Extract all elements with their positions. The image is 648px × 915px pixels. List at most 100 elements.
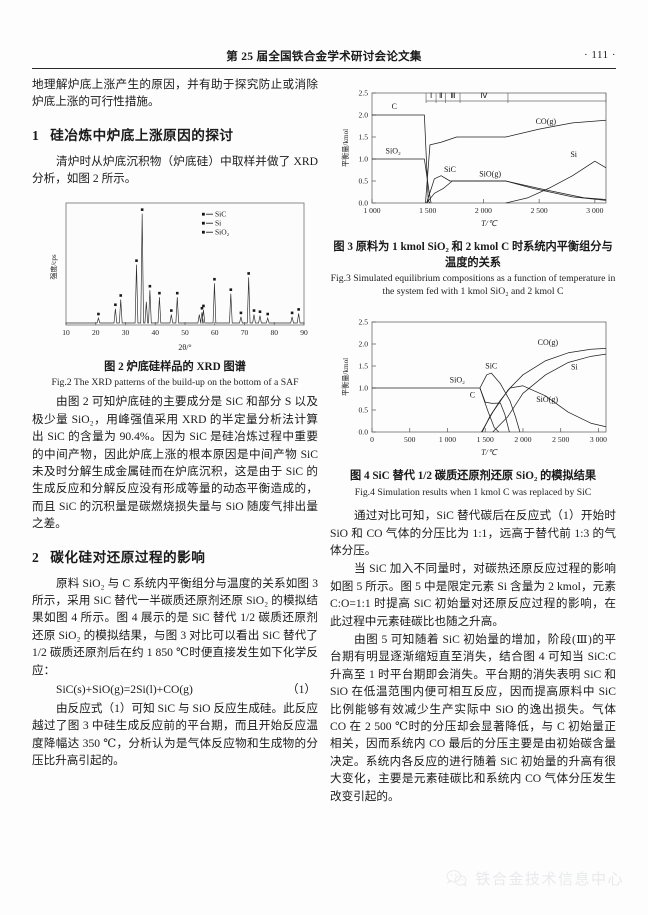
svg-text:0.5: 0.5 <box>359 406 369 415</box>
page-header: 第 25 届全国铁合金学术研讨会论文集 · 111 · <box>32 48 616 70</box>
fig4-plot-group: 0.0 0.5 1.0 1.5 2.0 2.5 0 500 1 000 1 500 2 000 2 5… <box>341 318 607 457</box>
left-column: 地理解炉底上涨产生的原因，并有助于探究防止或消除炉底上涨的可行性措施。 1 硅冶炼… <box>32 76 318 771</box>
fig3-plot-group: 0.0 0.5 1.0 1.5 2.0 2.5 1 000 1 500 2 000 2 500 3 … <box>341 89 607 228</box>
svg-text:1 500: 1 500 <box>477 435 494 444</box>
svg-text:1 000: 1 000 <box>363 206 380 215</box>
svg-text:Ⅱ: Ⅱ <box>439 91 443 100</box>
equation-1-text: SiC(s)+SiO(g)=2Si(l)+CO(g) <box>56 683 193 697</box>
figure-2-caption-en: Fig.2 The XRD patterns of the build-up o… <box>51 377 299 389</box>
svg-text:0: 0 <box>370 435 374 444</box>
section-number-2: 2 <box>32 549 40 565</box>
xrd-x-axis-label: 2θ/° <box>178 343 191 352</box>
figure-3-caption-cn: 图 3 原料为 1 kmol SiO₂ 和 2 kmol C 时系统内平衡组分与… <box>333 241 613 269</box>
svg-text:2 500: 2 500 <box>531 206 548 215</box>
svg-text:Si: Si <box>571 363 578 372</box>
svg-text:1.5: 1.5 <box>359 133 369 142</box>
section-title-2: 碳化硅对还原过程的影响 <box>50 549 206 565</box>
watermark: 铁合金技术信息中心 <box>446 868 624 889</box>
paragraph-3-1: 通过对比可知，SiC 替代碳后在反应式（1）开始时 SiO 和 CO 气体的分压… <box>330 509 616 557</box>
svg-text:CO(g): CO(g) <box>538 338 559 347</box>
svg-text:3 000: 3 000 <box>590 435 607 444</box>
section-heading-2: 2 碳化硅对还原过程的影响 <box>32 546 318 566</box>
wechat-icon <box>447 870 468 888</box>
figure-4: 0.0 0.5 1.0 1.5 2.0 2.5 0 500 1 000 1 500 2 000 2 5… <box>330 312 616 499</box>
section-number-1: 1 <box>32 127 40 143</box>
xrd-y-axis-label: 强度/cps <box>49 254 58 280</box>
figure-4-caption-cn: 图 4 SiC 替代 1/2 碳质还原剂还原 SiO₂ 的模拟结果 <box>349 470 597 483</box>
figure-3-chart: 0.0 0.5 1.0 1.5 2.0 2.5 1 000 1 500 2 000 2 500 3 … <box>330 83 616 235</box>
paragraph-1-2: 由图 2 可知炉底硅的主要成分是 SiC 和部分 S 以及极少量 SiO₂，用峰… <box>32 395 318 531</box>
svg-text:Si: Si <box>215 218 221 227</box>
fig4-chart-svg: 0.0 0.5 1.0 1.5 2.0 2.5 0 500 1 000 1 500 2 000 2 5… <box>341 318 607 457</box>
figure-3: 0.0 0.5 1.0 1.5 2.0 2.5 1 000 1 500 2 000 2 500 3 … <box>330 83 616 298</box>
xrd-x-ticks: 10 20 30 40 50 60 70 80 90 <box>62 321 308 337</box>
svg-text:70: 70 <box>241 328 249 337</box>
equation-1: SiC(s)+SiO(g)=2Si(l)+CO(g) （1） <box>32 681 318 699</box>
figure-2-chart: 10 20 30 40 50 60 70 80 90 SiC Si SiO₂ 2θ/° 强度/cps <box>32 195 318 355</box>
svg-text:Ⅰ: Ⅰ <box>430 91 432 100</box>
svg-text:T/℃: T/℃ <box>481 219 498 228</box>
svg-text:0.0: 0.0 <box>359 428 369 437</box>
svg-text:2.5: 2.5 <box>359 89 369 98</box>
svg-text:平衡量/kmol: 平衡量/kmol <box>341 358 350 396</box>
svg-text:SiO(g): SiO(g) <box>479 170 501 179</box>
watermark-text: 铁合金技术信息中心 <box>475 871 624 888</box>
svg-text:50: 50 <box>181 328 189 337</box>
svg-text:2 500: 2 500 <box>552 435 569 444</box>
svg-text:SiO(g): SiO(g) <box>536 395 558 404</box>
svg-text:1 500: 1 500 <box>419 206 436 215</box>
svg-text:2.0: 2.0 <box>359 340 369 349</box>
figure-2: 10 20 30 40 50 60 70 80 90 SiC Si SiO₂ 2θ/° 强度/cps… <box>32 195 318 390</box>
svg-text:1.0: 1.0 <box>359 155 369 164</box>
svg-text:SiO₂: SiO₂ <box>386 147 401 156</box>
paragraph-intro: 地理解炉底上涨产生的原因，并有助于探究防止或消除炉底上涨的可行性措施。 <box>32 78 318 109</box>
paragraph-3-2: 当 SiC 加入不同量时，对碳热还原反应过程的影响如图 5 所示。图 5 中是限… <box>330 562 616 628</box>
svg-text:平衡量/kmol: 平衡量/kmol <box>341 129 350 167</box>
svg-text:Si: Si <box>570 150 577 159</box>
svg-text:CO(g): CO(g) <box>536 117 557 126</box>
svg-text:SiC: SiC <box>444 165 456 174</box>
svg-text:SiO₂: SiO₂ <box>450 376 465 385</box>
svg-text:0.0: 0.0 <box>359 199 369 208</box>
svg-text:20: 20 <box>92 328 100 337</box>
svg-text:30: 30 <box>122 328 130 337</box>
svg-text:80: 80 <box>271 328 279 337</box>
page-number: · 111 · <box>583 49 616 61</box>
svg-text:90: 90 <box>300 328 308 337</box>
paragraph-1-1: 清炉时从炉底沉积物（炉底硅）中取样并做了 XRD 分析，如图 2 所示。 <box>32 154 318 186</box>
running-header-title: 第 25 届全国铁合金学术研讨会论文集 <box>226 51 422 63</box>
svg-text:Ⅳ: Ⅳ <box>481 91 489 100</box>
svg-text:C: C <box>470 391 475 400</box>
fig3-chart-svg: 0.0 0.5 1.0 1.5 2.0 2.5 1 000 1 500 2 000 2 500 3 … <box>341 89 607 228</box>
svg-text:2 000: 2 000 <box>514 435 531 444</box>
figure-4-caption-en: Fig.4 Simulation results when 1 kmol C w… <box>354 486 592 498</box>
section-heading-1: 1 硅冶炼中炉底上涨原因的探讨 <box>32 124 318 144</box>
svg-text:Ⅲ: Ⅲ <box>450 91 455 100</box>
svg-text:C: C <box>392 102 397 111</box>
header-rule <box>32 68 616 69</box>
xrd-peak-group <box>66 213 304 323</box>
svg-text:0.5: 0.5 <box>359 177 369 186</box>
figure-4-chart: 0.0 0.5 1.0 1.5 2.0 2.5 0 500 1 000 1 500 2 000 2 5… <box>330 312 616 464</box>
svg-text:40: 40 <box>152 328 160 337</box>
paragraph-2-1: 原料 SiO₂ 与 C 系统内平衡组分与温度的关系如图 3 所示，采用 SiC … <box>32 576 318 677</box>
svg-text:3 000: 3 000 <box>586 206 603 215</box>
svg-text:1 000: 1 000 <box>439 435 456 444</box>
svg-text:1.5: 1.5 <box>359 362 369 371</box>
paragraph-2-2: 由反应式（1）可知 SiC 与 SiO 反应生成硅。此反应越过了图 3 中硅生成… <box>32 702 318 768</box>
figure-3-caption-en: Fig.3 Simulated equilibrium compositions… <box>330 273 616 298</box>
svg-text:2 000: 2 000 <box>475 206 492 215</box>
svg-text:SiO₂: SiO₂ <box>215 227 230 236</box>
svg-text:2.0: 2.0 <box>359 111 369 120</box>
paragraph-3-3: 由图 5 可知随着 SiC 初始量的增加，阶段(Ⅲ)的平台期有明显逐渐缩短直至消… <box>330 632 616 803</box>
section-title-1: 硅冶炼中炉底上涨原因的探讨 <box>50 127 234 143</box>
svg-text:1.0: 1.0 <box>359 384 369 393</box>
svg-text:500: 500 <box>404 435 416 444</box>
svg-text:SiC: SiC <box>485 362 497 371</box>
xrd-peak-markers <box>97 207 300 315</box>
svg-text:10: 10 <box>62 328 70 337</box>
svg-text:T/℃: T/℃ <box>481 448 498 457</box>
